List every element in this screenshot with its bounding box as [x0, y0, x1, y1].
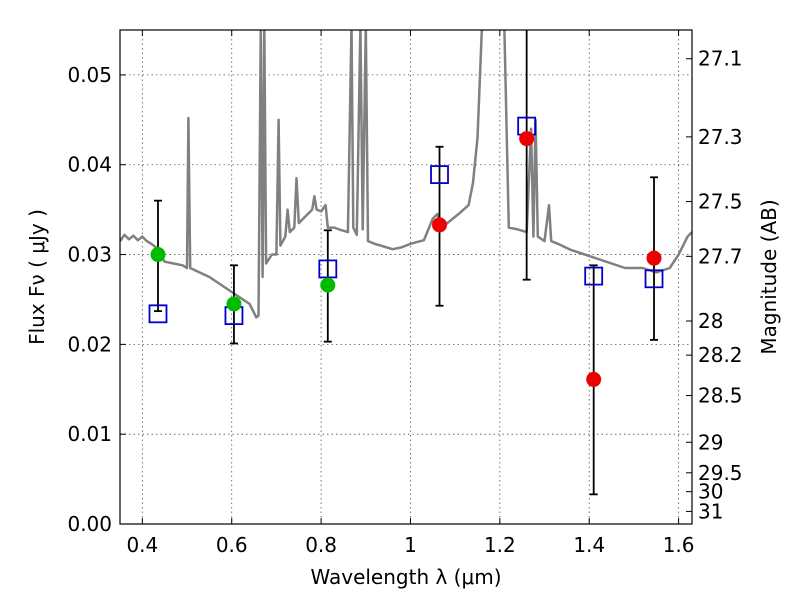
data-point	[586, 371, 602, 387]
x-tick-label: 1.6	[663, 533, 695, 557]
y-axis-label: Flux Fν ( μJy )	[25, 209, 49, 345]
data-point	[226, 296, 242, 312]
data-point	[646, 250, 662, 266]
model-square	[148, 304, 168, 324]
right-tick-label: 27.1	[698, 47, 743, 71]
right-tick-label: 31	[698, 499, 723, 523]
x-tick-label: 1.2	[484, 533, 516, 557]
right-tick-label: 27.5	[698, 190, 743, 214]
plot-frame	[119, 29, 693, 525]
x-tick-label: 0.6	[216, 533, 248, 557]
y-tick-label: 0.02	[67, 332, 112, 356]
x-axis-label: Wavelength λ (μm)	[310, 565, 501, 589]
right-tick-label: 30	[698, 480, 723, 504]
model-square	[644, 269, 664, 289]
y-tick-label: 0.01	[67, 422, 112, 446]
x-tick-label: 0.8	[305, 533, 337, 557]
y-tick-label: 0.05	[67, 63, 112, 87]
right-tick-label: 29	[698, 430, 723, 454]
right-tick-label: 28.2	[698, 343, 743, 367]
data-point	[519, 131, 535, 147]
y-tick-label: 0.00	[67, 512, 112, 536]
ticks	[120, 30, 692, 525]
right-tick-label: 27.3	[698, 125, 743, 149]
x-tick-label: 1	[404, 533, 417, 557]
y-axis-label-right: Magnitude (AB)	[757, 199, 781, 354]
right-tick-label: 29.5	[698, 461, 743, 485]
model-square	[430, 165, 449, 185]
data-point	[432, 217, 448, 233]
plot-area	[120, 30, 692, 496]
right-tick-label: 28.5	[698, 384, 743, 408]
spectrum-line	[120, 30, 692, 319]
x-tick-label: 1.4	[573, 533, 605, 557]
right-tick-label: 28	[698, 309, 723, 333]
right-tick-label: 27.7	[698, 244, 743, 268]
y-tick-label: 0.03	[67, 243, 112, 267]
y-tick-label: 0.04	[67, 153, 112, 177]
grid	[120, 30, 692, 524]
axis-labels: 0.4 0.6 0.8 1 1.2 1.4 1.6 0.00 0.01 0.02 0.03 0.04 0…	[25, 47, 781, 589]
data-point	[320, 277, 336, 293]
data-point	[150, 247, 166, 263]
x-tick-label: 0.4	[126, 533, 158, 557]
model-square	[318, 259, 338, 279]
model-square	[584, 266, 604, 286]
